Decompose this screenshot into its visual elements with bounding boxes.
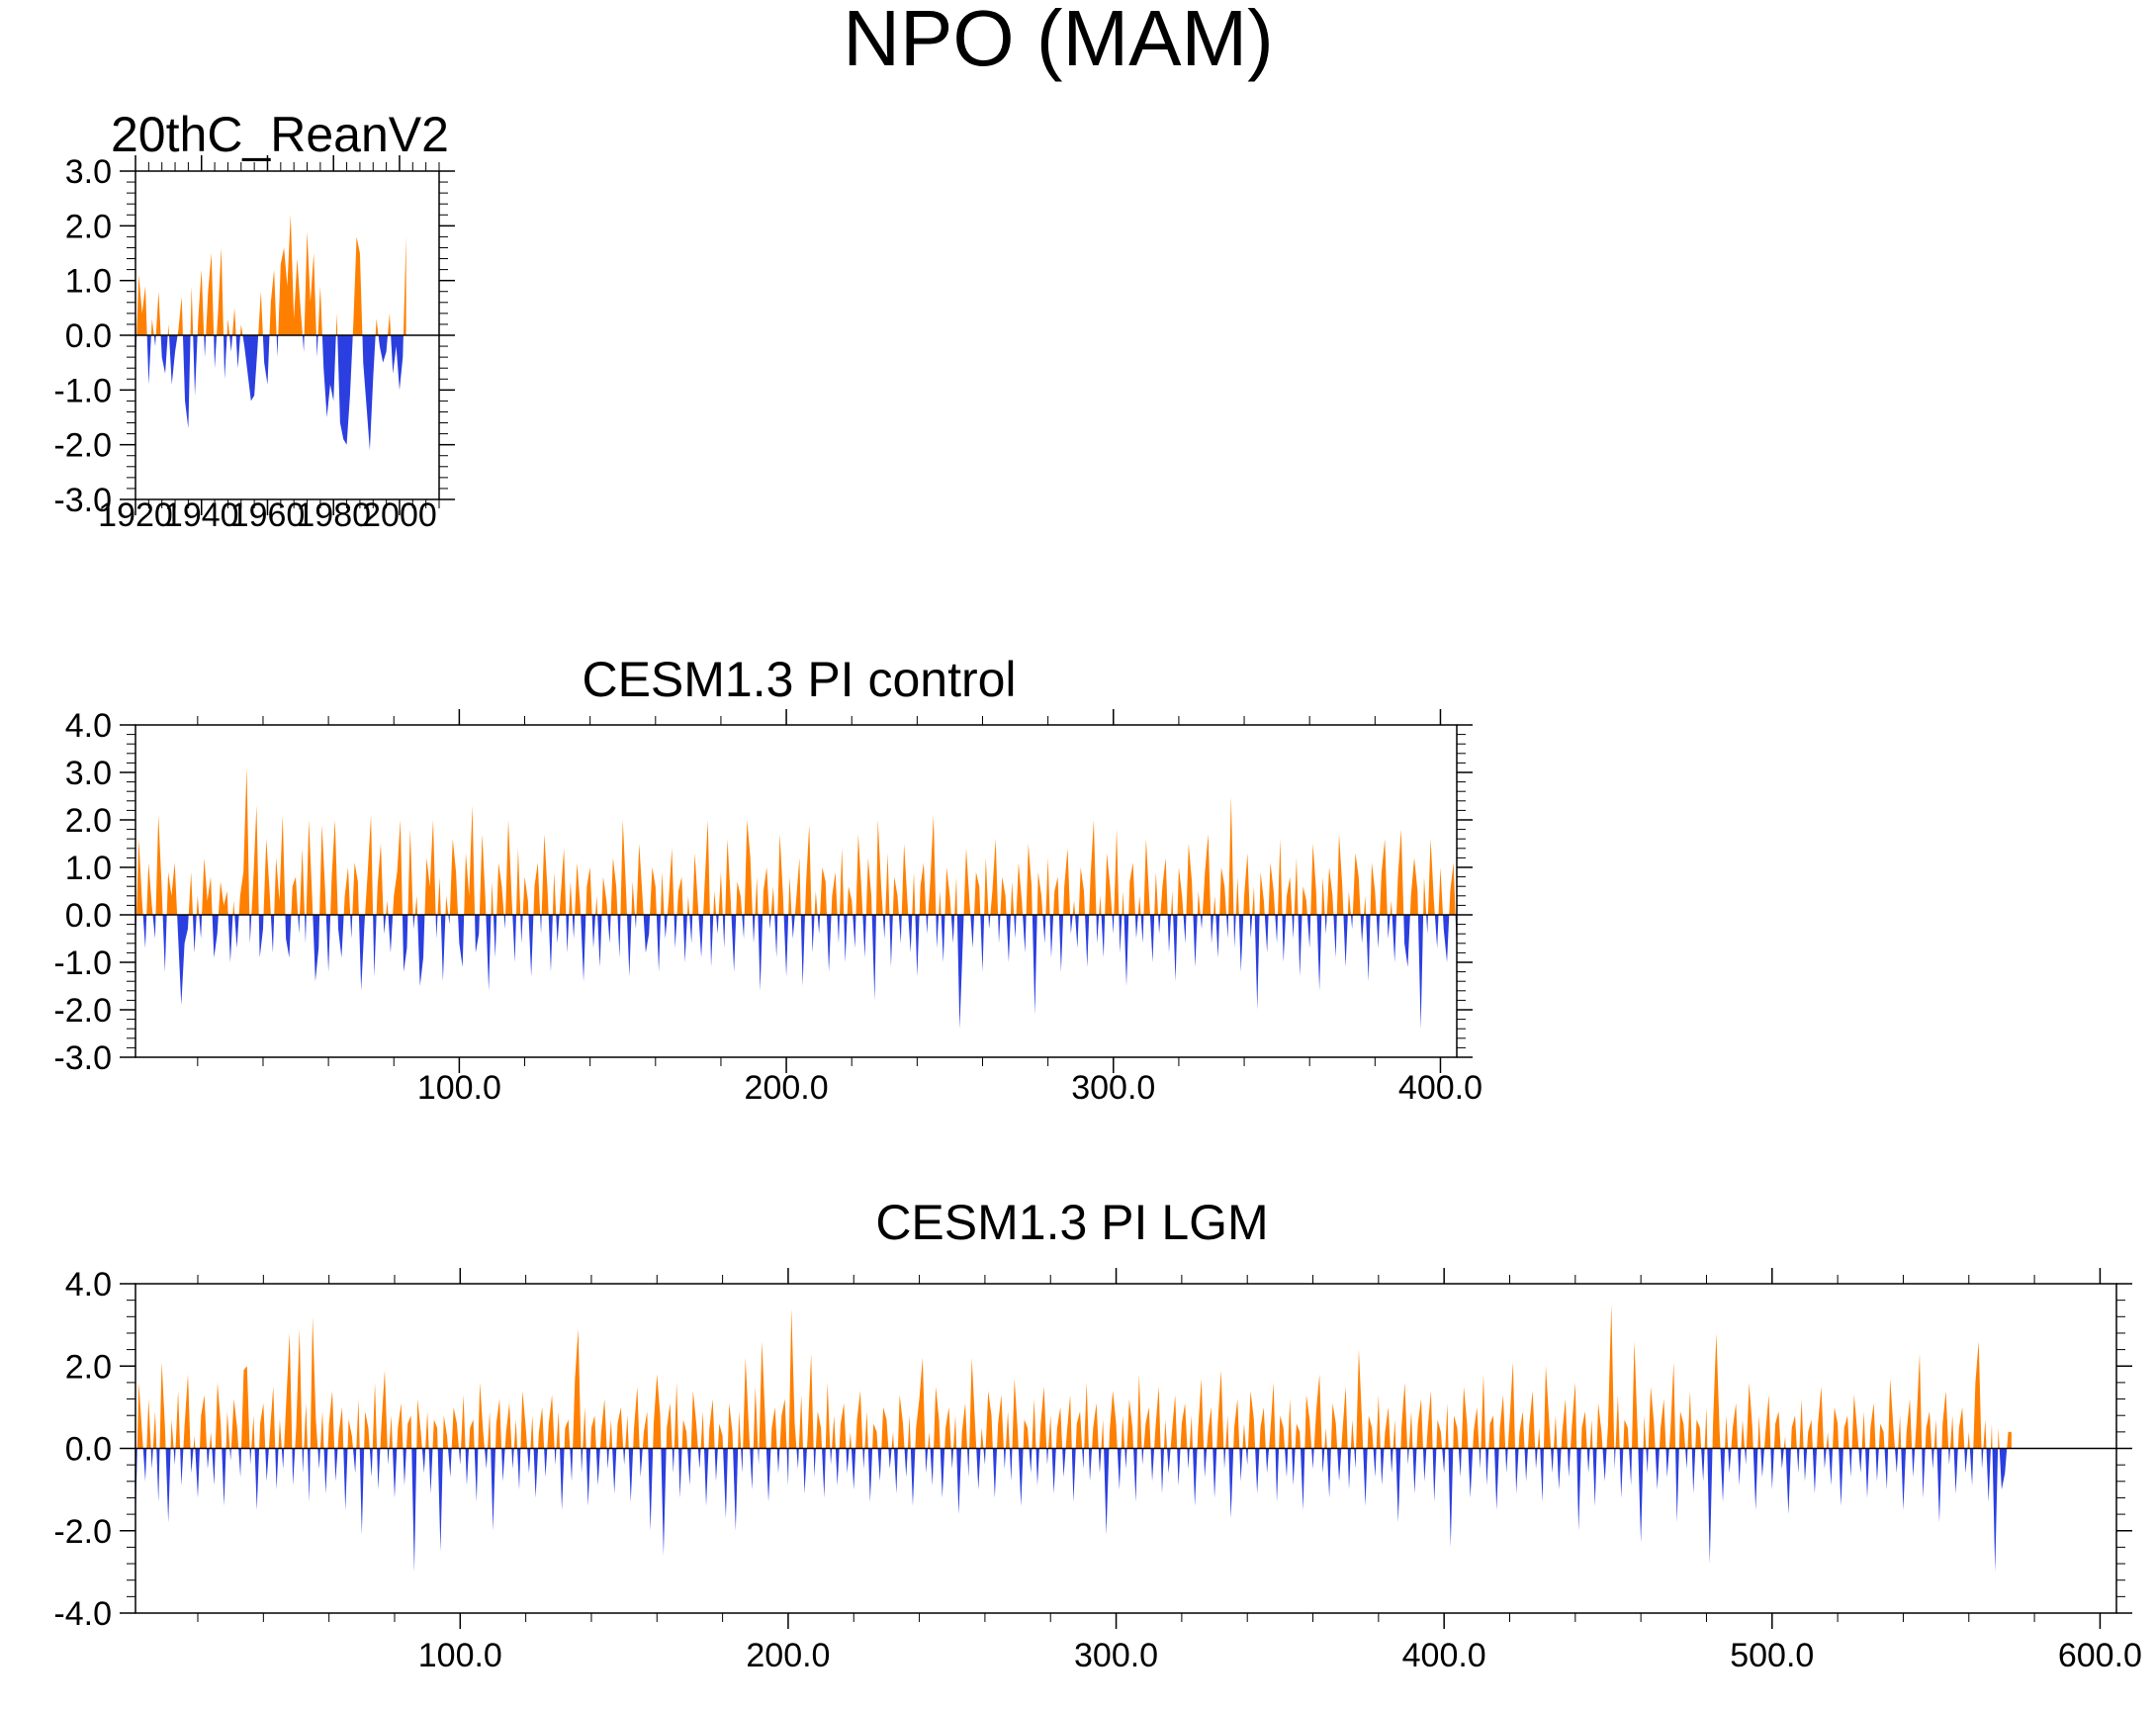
y-tick-label: 0.0 bbox=[65, 1431, 112, 1469]
y-tick-label: 3.0 bbox=[65, 153, 112, 191]
y-tick-label: -3.0 bbox=[53, 482, 112, 519]
panel-cesm-pi-control: CESM1.3 PI control -3.0 -2.0 -1.0 0.0 1.0 2.0 3… bbox=[53, 652, 1482, 1107]
y-tick-label: -2.0 bbox=[53, 992, 112, 1030]
y-tick-label: -1.0 bbox=[53, 945, 112, 982]
x-tick-label: 2000 bbox=[362, 496, 437, 534]
y-tick-label: 4.0 bbox=[65, 1266, 112, 1304]
x-tick-label: 1980 bbox=[296, 496, 371, 534]
x-tick-label: 1940 bbox=[164, 496, 239, 534]
panel-title: 20thC_ReanV2 bbox=[111, 107, 449, 162]
y-tick-label: -3.0 bbox=[53, 1039, 112, 1077]
y-tick-label: 4.0 bbox=[65, 707, 112, 745]
x-tick-label: 400.0 bbox=[1398, 1069, 1482, 1107]
x-tick-label: 100.0 bbox=[417, 1069, 501, 1107]
negative-anomaly-area bbox=[135, 1448, 2012, 1573]
y-tick-label: 3.0 bbox=[65, 755, 112, 792]
positive-anomaly-area bbox=[135, 767, 1457, 915]
x-tick-label: 500.0 bbox=[1730, 1637, 1814, 1674]
positive-anomaly-area bbox=[135, 215, 406, 335]
y-tick-label: 0.0 bbox=[65, 317, 112, 355]
panel-title: CESM1.3 PI LGM bbox=[875, 1195, 1268, 1250]
figure-title: NPO (MAM) bbox=[843, 0, 1274, 82]
panel-cesm-pi-lgm: CESM1.3 PI LGM -4.0 -2.0 0.0 2.0 4.0 100.0 200.… bbox=[53, 1195, 2142, 1674]
x-tick-label: 600.0 bbox=[2058, 1637, 2142, 1674]
x-tick-label: 1920 bbox=[98, 496, 173, 534]
y-tick-label: 2.0 bbox=[65, 208, 112, 245]
negative-anomaly-area bbox=[135, 915, 1457, 1030]
x-tick-label: 1960 bbox=[230, 496, 306, 534]
negative-anomaly-area bbox=[135, 335, 406, 451]
y-tick-label: 2.0 bbox=[65, 802, 112, 840]
panel-title: CESM1.3 PI control bbox=[582, 652, 1016, 707]
x-tick-label: 200.0 bbox=[746, 1637, 830, 1674]
positive-anomaly-area bbox=[135, 1304, 2012, 1449]
plot-frame bbox=[135, 724, 1458, 1058]
x-tick-label: 100.0 bbox=[418, 1637, 502, 1674]
y-tick-label: 1.0 bbox=[65, 850, 112, 887]
panel-20thc-reanv2: 20thC_ReanV2 -3.0 -2.0 -1.0 0.0 1.0 2.0 3.0 1920… bbox=[53, 107, 455, 534]
y-tick-label: 2.0 bbox=[65, 1348, 112, 1386]
y-tick-label: 0.0 bbox=[65, 897, 112, 935]
x-tick-label: 300.0 bbox=[1071, 1069, 1155, 1107]
x-tick-label: 200.0 bbox=[745, 1069, 829, 1107]
y-tick-label: -2.0 bbox=[53, 1513, 112, 1551]
y-tick-label: -1.0 bbox=[53, 372, 112, 409]
x-tick-label: 300.0 bbox=[1074, 1637, 1158, 1674]
y-tick-label: -4.0 bbox=[53, 1595, 112, 1633]
y-tick-label: 1.0 bbox=[65, 263, 112, 301]
y-tick-label: -2.0 bbox=[53, 427, 112, 465]
x-tick-label: 400.0 bbox=[1402, 1637, 1486, 1674]
